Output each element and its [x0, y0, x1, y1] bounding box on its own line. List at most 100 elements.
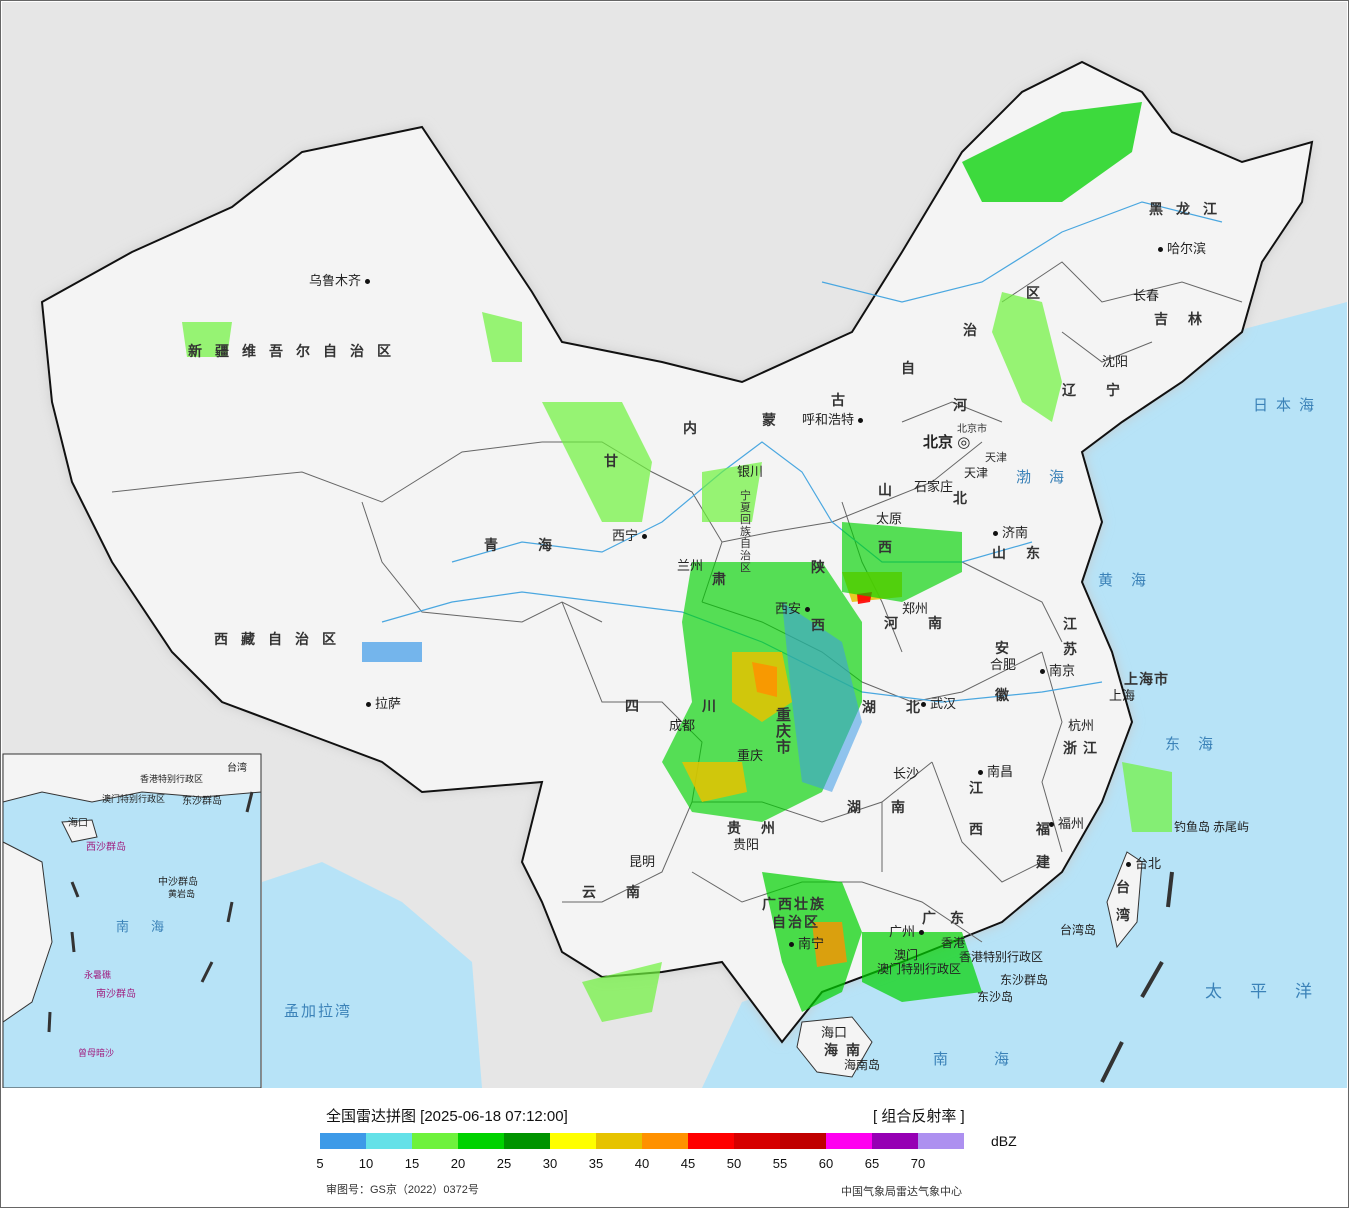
province-label-chongqing: 重庆市: [776, 707, 792, 756]
china-landmass: [40, 60, 1314, 1044]
province-label-liaoning: 辽宁: [1062, 383, 1150, 399]
colorbar-tick-label: 55: [772, 1156, 788, 1171]
city-changchun: 长春: [1133, 285, 1159, 304]
city-wuhan-text: 武汉: [930, 696, 957, 711]
city-dot: [1158, 247, 1163, 253]
city-dot: [1049, 822, 1054, 828]
province-label-hunan: 湖南: [847, 800, 935, 816]
province-label-jiangsu-2: 苏: [1063, 642, 1090, 658]
island-dongsha: 东沙群岛: [1000, 971, 1048, 988]
province-label-sichuan-1: 四: [625, 699, 652, 715]
province-label-shandong: 山东: [992, 546, 1060, 562]
city-dot: [365, 279, 371, 285]
city-taiyuan: 太原: [876, 508, 902, 527]
radar-map-canvas: 新疆维吾尔自治区 西藏自治区 青海 甘 肃 内 蒙 古 自 治 区 黑龙江 吉林…: [2, 2, 1347, 1088]
island-diaoyudao: 钓鱼岛: [1174, 818, 1210, 835]
colorbar-swatch: [550, 1133, 596, 1149]
city-nanning: 南宁: [789, 933, 824, 952]
colorbar-swatch: [596, 1133, 642, 1149]
inset-label-zengmu: 曾母暗沙: [78, 1048, 115, 1058]
province-label-tianjin: 天津: [985, 452, 1007, 464]
city-xian: 西安: [775, 598, 811, 617]
city-jinan-text: 济南: [1002, 525, 1029, 540]
province-label-hainan: 海南: [824, 1043, 868, 1059]
city-hohhot-text: 呼和浩特: [802, 412, 855, 427]
city-changsha-text: 长沙: [893, 766, 920, 781]
city-shenyang: 沈阳: [1102, 351, 1128, 370]
city-xian-text: 西安: [775, 601, 802, 616]
city-taiyuan-text: 太原: [876, 511, 903, 526]
colorbar-tick-label: 20: [450, 1156, 466, 1171]
colorbar-tick-label: 5: [316, 1156, 324, 1171]
city-hefei: 合肥: [990, 654, 1016, 673]
inset-label-haikou: 海口: [68, 818, 88, 829]
city-chongqing-text: 重庆: [737, 748, 764, 763]
colorbar-swatch: [780, 1133, 826, 1149]
colorbar-swatch: [688, 1133, 734, 1149]
province-label-hubei: 湖北: [862, 700, 950, 716]
city-hangzhou-text: 杭州: [1068, 718, 1095, 733]
province-label-shaanxi-1: 陕: [811, 560, 838, 576]
sea-label-taipingyang: 太平洋: [1205, 982, 1340, 1001]
province-label-yunnan: 云南: [582, 885, 670, 901]
colorbar-tick-label: 70: [910, 1156, 926, 1171]
city-shijiazhuang-text: 石家庄: [914, 479, 954, 494]
province-label-neimenggu-5: 治: [963, 323, 990, 339]
island-taiwandao: 台湾岛: [1060, 921, 1096, 938]
city-beijing: 北京 ◎: [923, 431, 970, 452]
province-label-xinjiang: 新疆维吾尔自治区: [188, 344, 404, 360]
province-label-shanxi-1: 山: [878, 483, 905, 499]
inset-label-hongkong: 香港特别行政区: [140, 774, 204, 784]
legend-title: 全国雷达拼图 [2025-06-18 07:12:00]: [326, 1108, 568, 1125]
inset-label-macau: 澳门特别行政区: [102, 794, 166, 804]
city-chengdu: 成都: [669, 715, 695, 734]
city-taipei: 台北: [1126, 853, 1161, 872]
inset-label-taiwan: 台湾: [227, 763, 247, 774]
city-kunming-text: 昆明: [629, 854, 656, 869]
province-label-guangxi-1: 广西壮族: [762, 897, 826, 913]
colorbar-swatch: [366, 1133, 412, 1149]
colorbar-tick-label: 40: [634, 1156, 650, 1171]
city-taipei-text: 台北: [1135, 856, 1162, 871]
sea-label-huanghai: 黄海: [1098, 572, 1165, 589]
sea-label-donghai: 东海: [1165, 736, 1232, 753]
colorbar-tick-label: 35: [588, 1156, 604, 1171]
inset-label-huangyan: 黄岩岛: [168, 889, 196, 899]
sea-label-bohai: 渤海: [1016, 469, 1083, 486]
province-label-jiangxi-2: 西: [969, 822, 996, 838]
city-haikou-text: 海口: [821, 1025, 848, 1040]
city-dot: [642, 534, 648, 540]
city-lanzhou-text: 兰州: [677, 558, 704, 573]
city-shenyang-text: 沈阳: [1102, 354, 1129, 369]
province-label-heilongjiang: 黑龙江: [1149, 202, 1230, 218]
map-svg: [2, 60, 1347, 1088]
city-beijing-municipality: 北京市: [957, 424, 987, 435]
city-haikou: 海口: [821, 1022, 847, 1041]
inset-label-nansha: 南沙群岛: [96, 989, 136, 1000]
city-yinchuan-text: 银川: [737, 464, 764, 479]
province-label-guizhou: 贵州: [727, 821, 795, 837]
city-shanghai-text: 上海: [1109, 688, 1136, 703]
city-dot: [858, 418, 864, 424]
province-label-henan: 河南: [884, 616, 972, 632]
city-guangzhou-text: 广州: [889, 924, 916, 939]
colorbar-swatch: [918, 1133, 964, 1149]
colorbar-tick-label: 50: [726, 1156, 742, 1171]
colorbar-tick-label: 60: [818, 1156, 834, 1171]
city-nanchang-text: 南昌: [987, 764, 1014, 779]
province-label-shanxi-2: 西: [878, 540, 905, 556]
radar-echoes: [182, 102, 1172, 1022]
island-dongshadao: 东沙岛: [977, 988, 1013, 1005]
city-guiyang: 贵阳: [733, 834, 759, 853]
nine-dash-line: [1100, 871, 1174, 1083]
island-chiweiyu: 赤尾屿: [1213, 818, 1249, 835]
province-label-shaanxi-2: 西: [811, 618, 838, 634]
province-label-gansu-2: 肃: [712, 572, 739, 588]
province-label-neimenggu-2: 蒙: [762, 413, 789, 429]
city-tianjin: 天津: [964, 464, 988, 481]
province-label-jilin: 吉林: [1154, 312, 1222, 328]
city-tianjin-text: 天津: [964, 466, 989, 480]
city-hohhot: 呼和浩特: [802, 409, 864, 428]
capital-icon: ◎: [957, 434, 971, 451]
city-nanchang: 南昌: [978, 761, 1013, 780]
